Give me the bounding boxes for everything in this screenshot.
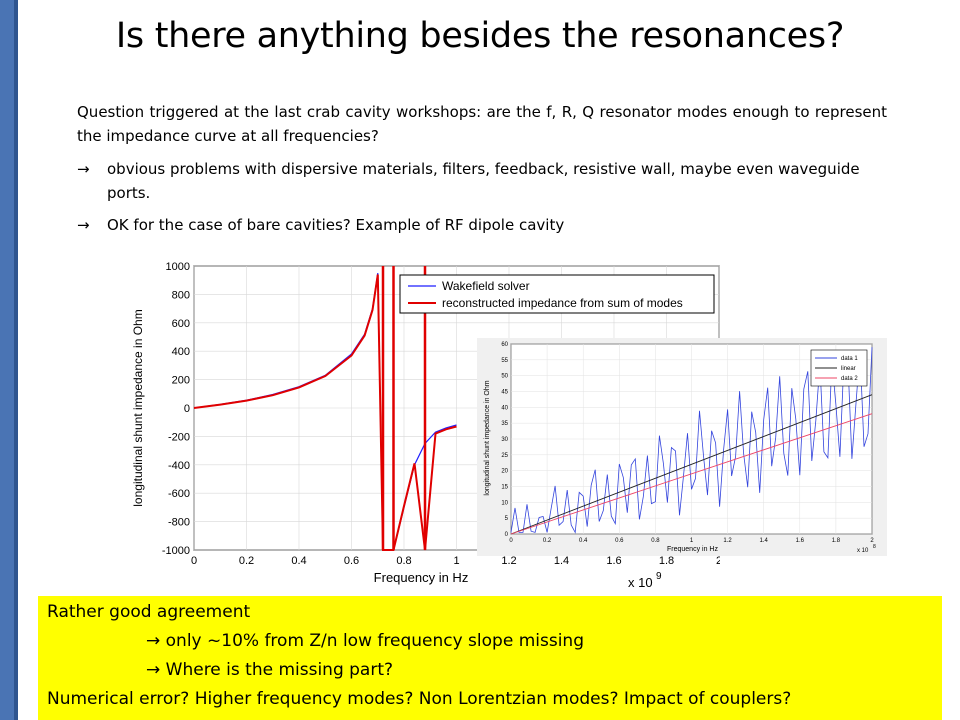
inset-series-linear xyxy=(510,394,873,535)
slide-title: Is there anything besides the resonances… xyxy=(115,16,845,56)
x-tick-label: 0 xyxy=(191,555,197,567)
arrow-icon: → xyxy=(77,216,90,234)
bullet-2: → OK for the case of bare cavities? Exam… xyxy=(77,213,867,239)
intro-paragraph: Question triggered at the last crab cavi… xyxy=(77,103,887,145)
x-tick-label: 1 xyxy=(453,555,459,567)
y-tick-label: -800 xyxy=(168,517,190,529)
x-multiplier-exponent: 9 xyxy=(656,571,662,582)
conclusion-line-4: Numerical error? Higher frequency modes?… xyxy=(47,689,792,709)
inset-y-tick-label: 15 xyxy=(501,485,508,491)
x-tick-label: 0.6 xyxy=(344,555,359,567)
inset-y-tick-label: 10 xyxy=(501,500,508,506)
inset-y-tick-label: 35 xyxy=(501,421,508,427)
y-tick-label: 600 xyxy=(172,318,190,330)
left-accent-edge xyxy=(14,0,18,720)
inset-y-tick-label: 50 xyxy=(501,374,508,380)
inset-x-multiplier-exponent: 8 xyxy=(873,544,876,550)
inset-x-axis-label: Frequency in Hz xyxy=(667,546,718,553)
inset-y-tick-label: 20 xyxy=(501,469,508,475)
y-tick-label: -600 xyxy=(168,488,190,500)
x-tick-label: 1.8 xyxy=(659,555,674,567)
inset-legend-label-linear: linear xyxy=(841,366,856,372)
x-tick-label: 1.2 xyxy=(501,555,516,567)
inset-y-tick-label: 45 xyxy=(501,390,508,396)
inset-x-tick-label: 1.2 xyxy=(723,538,732,544)
y-tick-label: 400 xyxy=(172,346,190,358)
inset-y-tick-label: 0 xyxy=(505,532,509,538)
inset-x-tick-label: 1.8 xyxy=(832,538,841,544)
inset-legend-label-data1: data 1 xyxy=(841,356,858,362)
y-tick-label: -400 xyxy=(168,460,190,472)
inset-x-tick-label: 2 xyxy=(870,538,874,544)
inset-y-tick-label: 25 xyxy=(501,453,508,459)
y-tick-label: -200 xyxy=(168,431,190,443)
y-tick-label: 1000 xyxy=(166,261,190,273)
x-tick-label: 0.4 xyxy=(291,555,306,567)
inset-y-tick-label: 5 xyxy=(505,516,509,522)
series-line-reconstructed xyxy=(193,274,457,551)
legend: Wakefield solver reconstructed impedance… xyxy=(399,274,715,314)
inset-series-data1 xyxy=(510,347,873,534)
y-axis-label: longitudinal shunt impedance in Ohm xyxy=(131,309,145,506)
x-tick-label: 0.8 xyxy=(396,555,411,567)
inset-y-tick-label: 60 xyxy=(501,342,508,348)
inset-series-data2 xyxy=(510,413,873,535)
y-tick-label: -1000 xyxy=(162,545,190,557)
conclusion-box: Rather good agreement → only ~10% from Z… xyxy=(38,596,942,720)
y-tick-label: 200 xyxy=(172,375,190,387)
inset-x-tick-label: 0.6 xyxy=(615,538,624,544)
legend-box xyxy=(399,274,715,314)
inset-x-tick-label: 1 xyxy=(690,538,694,544)
legend-label-reconstructed: reconstructed impedance from sum of mode… xyxy=(442,296,683,310)
x-tick-label: 2 xyxy=(716,555,720,567)
arrow-icon: → xyxy=(77,160,90,178)
y-tick-labels: 1000 800 600 400 200 0 -200 -400 -600 -800 -1000 xyxy=(162,261,190,557)
inset-legend: data 1 linear data 2 xyxy=(810,349,868,387)
conclusion-line-3: → Where is the missing part? xyxy=(146,660,394,680)
inset-x-tick-label: 1.6 xyxy=(796,538,805,544)
conclusion-line-2: → only ~10% from Z/n low frequency slope… xyxy=(146,631,584,651)
inset-y-tick-label: 55 xyxy=(501,358,508,364)
bullet-1-text: obvious problems with dispersive materia… xyxy=(107,160,860,202)
y-tick-label: 800 xyxy=(172,289,190,301)
bullet-1: → obvious problems with dispersive mater… xyxy=(77,157,867,207)
x-tick-label: 1.6 xyxy=(606,555,621,567)
inset-series xyxy=(510,347,873,535)
inset-x-tick-label: 0.4 xyxy=(579,538,588,544)
x-tick-label: 0.2 xyxy=(239,555,254,567)
inset-x-tick-label: 0 xyxy=(509,538,513,544)
y-tick-label: 0 xyxy=(184,403,190,415)
x-tick-labels: 0 0.2 0.4 0.6 0.8 1 1.2 1.4 1.6 1.8 2 xyxy=(191,555,720,567)
inset-y-tick-label: 40 xyxy=(501,405,508,411)
x-tick-label: 1.4 xyxy=(554,555,569,567)
x-multiplier: x 10 xyxy=(628,575,653,590)
inset-legend-label-data2: data 2 xyxy=(841,376,858,382)
inset-x-tick-label: 0.8 xyxy=(651,538,660,544)
inset-x-tick-labels: 0 0.2 0.4 0.6 0.8 1 1.2 1.4 1.6 1.8 2 xyxy=(509,538,874,544)
legend-label-wakefield: Wakefield solver xyxy=(442,279,530,293)
inset-grid xyxy=(510,343,873,535)
conclusion-line-1: Rather good agreement xyxy=(47,602,251,622)
bullet-2-text: OK for the case of bare cavities? Exampl… xyxy=(107,216,565,234)
left-accent-bar xyxy=(0,0,14,720)
x-axis-label: Frequency in Hz xyxy=(374,570,469,585)
inset-x-tick-label: 1.4 xyxy=(760,538,769,544)
inset-y-axis-label: longitudinal shunt impedance in Ohm xyxy=(484,380,491,495)
inset-x-multiplier: x 10 xyxy=(857,548,869,554)
inset-x-tick-label: 0.2 xyxy=(543,538,552,544)
inset-y-tick-label: 30 xyxy=(501,437,508,443)
